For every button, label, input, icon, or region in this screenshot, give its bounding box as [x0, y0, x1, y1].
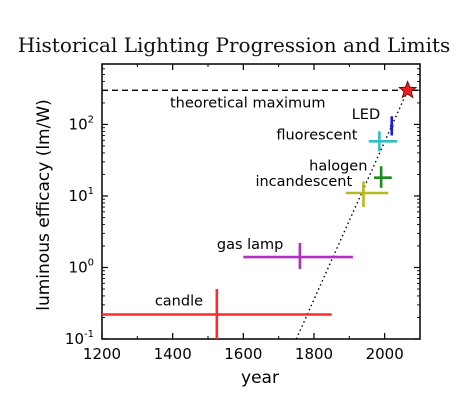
x-tick-label: 1600 — [224, 345, 262, 363]
x-axis-label: year — [241, 368, 279, 388]
y-tick-label: 10-1 — [65, 329, 94, 348]
series-label: incandescent — [255, 174, 352, 190]
x-tick-label: 1800 — [295, 345, 333, 363]
y-tick-label: 101 — [69, 186, 94, 205]
series-label: LED — [352, 107, 380, 123]
y-tick-label: 102 — [69, 114, 94, 133]
x-tick-label: 1400 — [154, 345, 192, 363]
series-label: fluorescent — [276, 127, 357, 143]
trend-line — [295, 90, 409, 340]
series-label: candle — [155, 294, 203, 310]
x-tick-label: 1200 — [83, 345, 121, 363]
y-tick-label: 100 — [69, 257, 94, 276]
target-star — [398, 80, 418, 99]
series-label: gas lamp — [217, 237, 284, 253]
theoretical-maximum-label: theoretical maximum — [170, 95, 326, 111]
x-tick-label: 2000 — [366, 345, 404, 363]
y-axis-label: luminous efficacy (lm/W) — [34, 99, 54, 311]
series-label: halogen — [309, 159, 367, 175]
plot-area: 1200 1400 1600 1800 2000 10-1 100 101 102 theoret… — [65, 63, 421, 363]
plot-frame — [101, 63, 421, 340]
chart-title: Historical Lighting Progression and Limi… — [18, 33, 451, 57]
